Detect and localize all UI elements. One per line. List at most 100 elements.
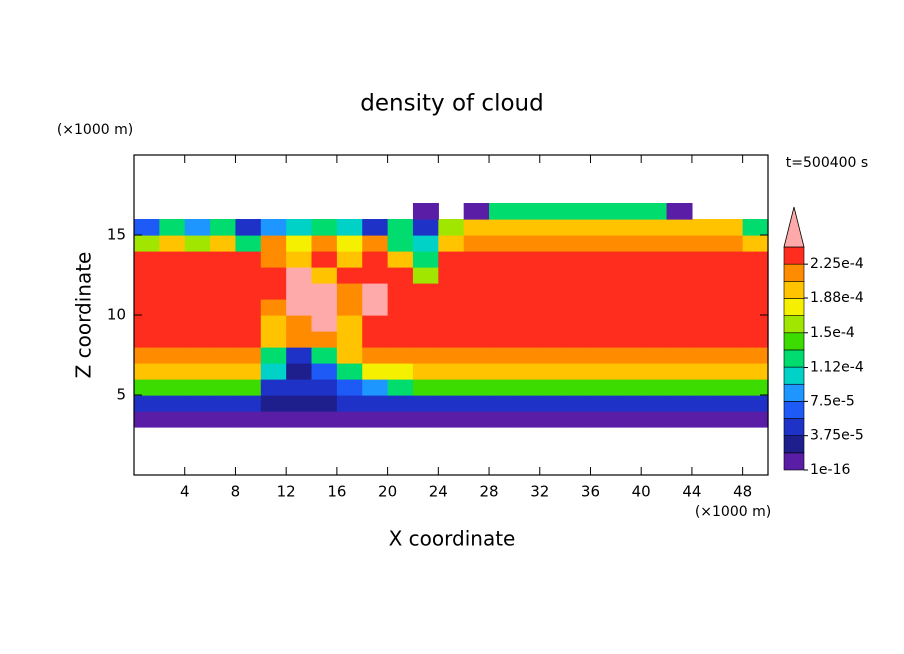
contour-cell [311,395,338,412]
contour-cell [286,283,313,300]
contour-cell [514,267,541,284]
contour-cell [565,331,592,348]
contour-cell [463,347,490,364]
contour-cell [159,283,186,300]
contour-cell [514,411,541,428]
contour-cell [387,315,414,332]
contour-cell [742,411,769,428]
contour-cell [235,347,262,364]
contour-cell [565,363,592,380]
x-tick-label: 4 [180,483,190,501]
contour-cell [210,299,237,316]
contour-cell [489,347,515,364]
contour-cell [159,411,186,428]
contour-cell [286,251,313,268]
contour-cell [641,203,668,220]
contour-cell [691,235,718,252]
contour-cell [336,267,363,284]
contour-cell [539,299,566,316]
colorbar-band [783,315,805,334]
contour-cell [514,235,541,252]
contour-cell [134,299,160,316]
colorbar-band [783,452,805,471]
contour-cell [565,219,592,236]
y-unit: (×1000 m) [57,122,133,138]
contour-cell [742,235,769,252]
contour-cell [615,347,642,364]
contour-cell [514,379,541,396]
colorbar-tick-label: 1.88e-4 [810,290,864,306]
contour-cell [260,379,287,396]
contour-cell [539,203,566,220]
x-tick-label: 24 [429,483,448,501]
contour-cell [387,267,414,284]
contour-cell [489,395,515,412]
contour-cell [615,315,642,332]
contour-cell [717,267,744,284]
contour-cell [159,363,186,380]
contour-cell [362,251,389,268]
contour-cell [565,379,592,396]
contour-cell [134,283,160,300]
contour-cell [590,363,617,380]
contour-cell [260,395,287,412]
contour-cell [260,331,287,348]
contour-cell [666,395,693,412]
contour-cell [489,267,515,284]
contour-cell [641,251,668,268]
contour-cell [615,219,642,236]
contour-cell [336,251,363,268]
contour-cell [539,283,566,300]
contour-cell [438,235,465,252]
contour-cell [362,267,389,284]
contour-cell [666,251,693,268]
contour-cell [311,283,338,300]
contour-cell [184,283,211,300]
contour-cell [184,299,211,316]
contour-cell [235,379,262,396]
contour-cell [311,363,338,380]
contour-cell [134,363,160,380]
contour-cell [412,235,439,252]
contour-cell [412,379,439,396]
contour-cell [438,299,465,316]
contour-cell [742,219,769,236]
contour-cell [412,347,439,364]
contour-cell [438,267,465,284]
colorbar-band [783,349,805,368]
contour-cell [286,235,313,252]
contour-cell [134,235,160,252]
contour-cell [641,411,668,428]
contour-cell [412,331,439,348]
contour-cell [691,283,718,300]
x-tick-label: 40 [632,483,651,501]
contour-cell [489,331,515,348]
contour-cell [565,283,592,300]
contour-cell [311,379,338,396]
contour-cell [159,331,186,348]
chart-title: density of cloud [360,91,543,117]
contour-cell [666,235,693,252]
colorbar-band [783,332,805,351]
contour-cell [438,251,465,268]
contour-cell [286,395,313,412]
contour-cell [514,347,541,364]
contour-cell [590,219,617,236]
contour-cell [412,283,439,300]
contour-cell [615,395,642,412]
contour-cell [286,363,313,380]
contour-cell [336,235,363,252]
colorbar-band [783,263,805,282]
contour-cell [260,267,287,284]
contour-cell [184,235,211,252]
contour-cell [362,235,389,252]
contour-cell [336,299,363,316]
contour-cell [286,347,313,364]
contour-cell [615,331,642,348]
contour-cell [412,315,439,332]
x-tick-label: 44 [682,483,701,501]
contour-cell [210,219,237,236]
contour-cell [742,363,769,380]
x-tick-label: 48 [733,483,752,501]
contour-cell [387,363,414,380]
